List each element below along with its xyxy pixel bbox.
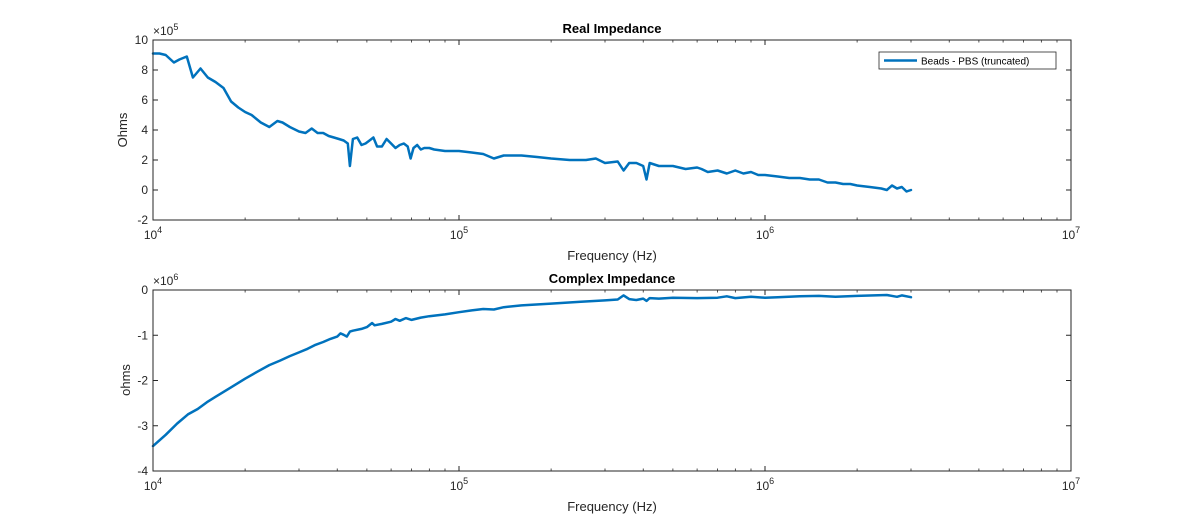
x-tick-label: 105 — [450, 476, 468, 493]
x-tick-base: 10 — [1062, 479, 1076, 493]
y-tick-label: 2 — [141, 153, 148, 167]
y-tick-label: 0 — [141, 283, 148, 297]
complex-impedance-plot: Complex Impedance Frequency (Hz) ohms ×1… — [118, 271, 1080, 514]
y-tick-label: 8 — [141, 63, 148, 77]
x-tick-exponent: 7 — [1075, 225, 1080, 235]
y-tick-label: 10 — [135, 33, 149, 47]
y-tick-label: 6 — [141, 93, 148, 107]
legend-box — [878, 51, 1057, 70]
axis-ticks: 104 105 106 107-4-3-2-10 — [137, 283, 1080, 493]
y-tick-label: -2 — [137, 374, 148, 388]
y-tick-label: -1 — [137, 328, 148, 342]
plot-area — [153, 290, 1071, 471]
legend: Beads - PBS (truncated) — [878, 51, 1057, 70]
x-tick-label: 107 — [1062, 476, 1080, 493]
x-tick-label: 106 — [756, 225, 774, 242]
x-tick-exponent: 4 — [157, 476, 162, 486]
y-tick-label: -3 — [137, 419, 148, 433]
x-tick-label: 105 — [450, 225, 468, 242]
y-multiplier: ×106 — [153, 272, 178, 288]
axes-box — [152, 39, 1072, 221]
x-tick-exponent: 6 — [769, 476, 774, 486]
y-multiplier-exponent: 5 — [173, 22, 178, 32]
x-tick-label: 106 — [756, 476, 774, 493]
y-multiplier-base: ×10 — [153, 274, 174, 288]
series-line — [151, 52, 913, 193]
x-tick-base: 10 — [144, 228, 158, 242]
chart-title: Complex Impedance — [549, 271, 675, 286]
y-tick-label: -2 — [137, 213, 148, 227]
y-multiplier: ×105 — [153, 22, 178, 38]
y-axis-label: ohms — [118, 364, 133, 396]
x-tick-base: 10 — [450, 228, 464, 242]
y-multiplier-exponent: 6 — [173, 272, 178, 282]
y-tick-label: 4 — [141, 123, 148, 137]
y-tick-label: -4 — [137, 464, 148, 478]
x-tick-label: 104 — [144, 476, 162, 493]
series-lines — [151, 293, 913, 448]
x-tick-base: 10 — [450, 479, 464, 493]
series-lines — [151, 52, 913, 193]
real-impedance-plot: Real Impedance Frequency (Hz) Ohms ×105 … — [115, 21, 1080, 263]
x-tick-exponent: 5 — [463, 225, 468, 235]
x-tick-base: 10 — [756, 479, 770, 493]
x-axis-label: Frequency (Hz) — [567, 248, 657, 263]
y-tick-label: 0 — [141, 183, 148, 197]
x-tick-exponent: 6 — [769, 225, 774, 235]
x-tick-base: 10 — [1062, 228, 1076, 242]
x-tick-exponent: 4 — [157, 225, 162, 235]
x-tick-label: 107 — [1062, 225, 1080, 242]
axes-box — [152, 289, 1072, 472]
y-axis-label: Ohms — [115, 112, 130, 147]
x-tick-exponent: 7 — [1075, 476, 1080, 486]
x-tick-base: 10 — [144, 479, 158, 493]
legend-label: Beads - PBS (truncated) — [921, 57, 1029, 68]
y-multiplier-base: ×10 — [153, 24, 174, 38]
series-line — [151, 293, 913, 448]
x-tick-exponent: 5 — [463, 476, 468, 486]
x-tick-label: 104 — [144, 225, 162, 242]
x-axis-label: Frequency (Hz) — [567, 499, 657, 514]
plot-area — [153, 40, 1071, 220]
x-tick-base: 10 — [756, 228, 770, 242]
chart-title: Real Impedance — [563, 21, 662, 36]
